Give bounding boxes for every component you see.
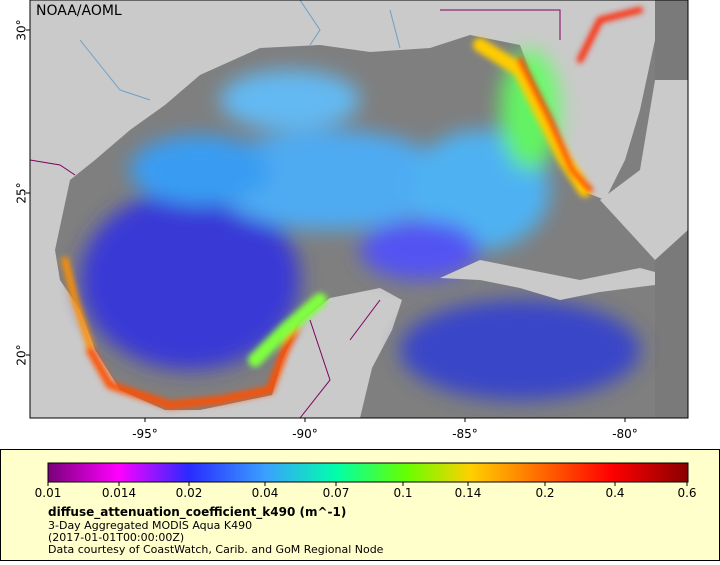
legend-line: (2017-01-01T00:00:00Z)	[48, 531, 184, 544]
map-label: NOAA/AOML	[36, 3, 122, 19]
colorbar-ticks: 0.01 0.014 0.02 0.04 0.07 0.1 0.14 0.2 0.4 0.6	[35, 482, 697, 500]
colorbar-tick-label: 0.07	[323, 486, 350, 500]
lat-tick-label: 25°	[15, 182, 29, 203]
legend-line: 3-Day Aggregated MODIS Aqua K490	[48, 519, 252, 532]
colorbar-tick-label: 0.1	[393, 486, 412, 500]
axis-ticks: 30° 25° 20° -95° -90° -85° -80°	[15, 19, 638, 441]
lat-tick-label: 20°	[15, 344, 29, 365]
colorbar-tick-label: 0.04	[252, 486, 279, 500]
colorbar-tick-label: 0.2	[535, 486, 554, 500]
lat-tick-label: 30°	[15, 19, 29, 40]
colorbar	[47, 462, 689, 483]
legend-line: Data courtesy of CoastWatch, Carib. and …	[48, 543, 384, 556]
legend-title: diffuse_attenuation_coefficient_k490 (m^…	[48, 505, 346, 520]
colorbar-tick-label: 0.01	[35, 486, 62, 500]
colorbar-tick-label: 0.014	[102, 486, 136, 500]
colorbar-tick-label: 0.14	[455, 486, 482, 500]
lon-tick-label: -85°	[452, 427, 478, 441]
lon-tick-label: -80°	[612, 427, 638, 441]
colorbar-tick-label: 0.4	[605, 486, 624, 500]
map	[30, 0, 688, 418]
lon-tick-label: -95°	[132, 427, 158, 441]
colorbar-tick-label: 0.6	[677, 486, 696, 500]
map-frame	[29, 0, 689, 419]
colorbar-tick-label: 0.02	[176, 486, 203, 500]
lon-tick-label: -90°	[292, 427, 318, 441]
